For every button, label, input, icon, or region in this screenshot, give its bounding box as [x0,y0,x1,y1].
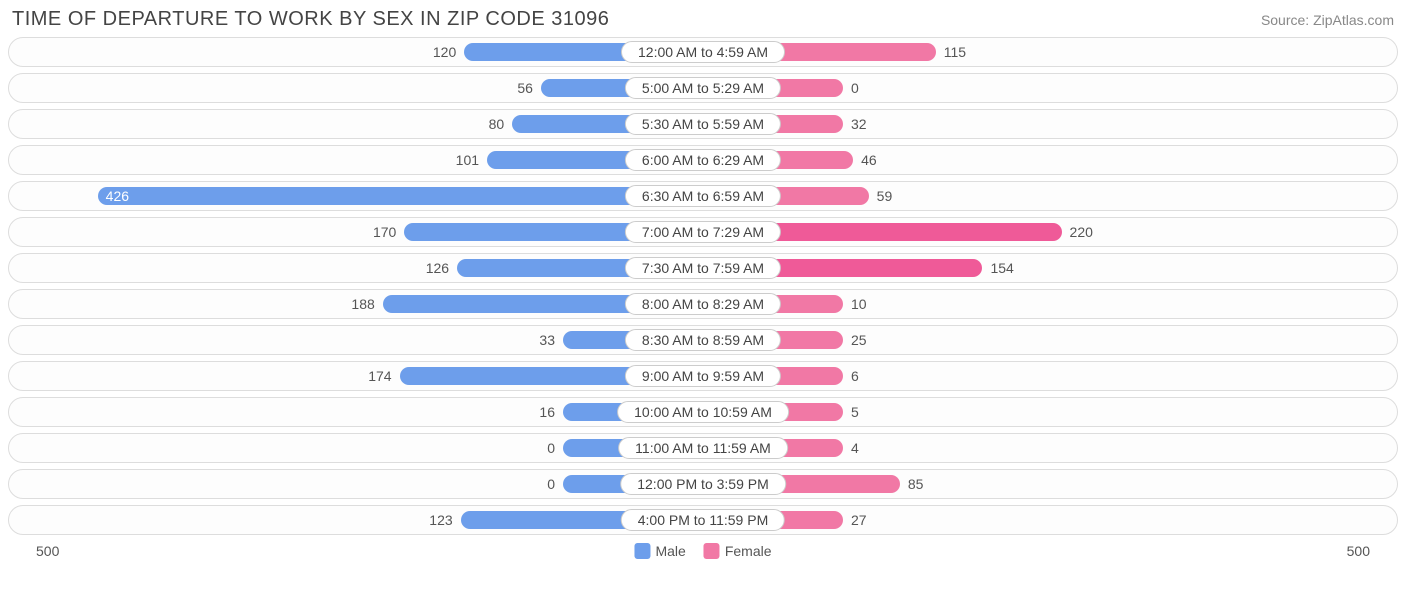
male-value: 33 [539,332,555,348]
category-label: 12:00 AM to 4:59 AM [621,41,785,63]
axis-max-left: 500 [36,543,59,559]
female-value: 115 [944,44,966,60]
male-value: 16 [539,404,555,420]
female-value: 154 [990,260,1013,276]
chart-row: 426 59 6:30 AM to 6:59 AM [8,181,1398,211]
male-value: 123 [429,512,452,528]
chart-row: 16 5 10:00 AM to 10:59 AM [8,397,1398,427]
female-value: 59 [877,188,893,204]
category-label: 7:30 AM to 7:59 AM [625,257,781,279]
category-label: 5:00 AM to 5:29 AM [625,77,781,99]
chart-source: Source: ZipAtlas.com [1261,12,1394,28]
chart-row: 123 27 4:00 PM to 11:59 PM [8,505,1398,535]
female-value: 6 [851,368,859,384]
female-value: 85 [908,476,924,492]
chart-row: 33 25 8:30 AM to 8:59 AM [8,325,1398,355]
female-value: 27 [851,512,867,528]
male-value: 170 [373,224,396,240]
category-label: 9:00 AM to 9:59 AM [625,365,781,387]
female-value: 46 [861,152,877,168]
male-value: 174 [368,368,391,384]
chart-row: 80 32 5:30 AM to 5:59 AM [8,109,1398,139]
male-value: 56 [517,80,533,96]
female-value: 32 [851,116,867,132]
female-value: 10 [851,296,867,312]
chart-row: 56 0 5:00 AM to 5:29 AM [8,73,1398,103]
legend: Male Female [634,543,771,559]
category-label: 11:00 AM to 11:59 AM [618,437,788,459]
legend-female: Female [704,543,772,559]
category-label: 8:00 AM to 8:29 AM [625,293,781,315]
chart-row: 126 154 7:30 AM to 7:59 AM [8,253,1398,283]
category-label: 6:00 AM to 6:29 AM [625,149,781,171]
chart-row: 101 46 6:00 AM to 6:29 AM [8,145,1398,175]
female-swatch-icon [704,543,720,559]
category-label: 5:30 AM to 5:59 AM [625,113,781,135]
female-value: 5 [851,404,859,420]
male-value: 126 [426,260,449,276]
chart-row: 188 10 8:00 AM to 8:29 AM [8,289,1398,319]
chart-header: TIME OF DEPARTURE TO WORK BY SEX IN ZIP … [8,8,1398,37]
chart-title: TIME OF DEPARTURE TO WORK BY SEX IN ZIP … [12,8,609,31]
chart-row: 120 115 12:00 AM to 4:59 AM [8,37,1398,67]
chart-row: 174 6 9:00 AM to 9:59 AM [8,361,1398,391]
chart-row: 0 85 12:00 PM to 3:59 PM [8,469,1398,499]
male-value: 120 [433,44,456,60]
male-value: 0 [547,440,555,456]
category-label: 8:30 AM to 8:59 AM [625,329,781,351]
category-label: 7:00 AM to 7:29 AM [625,221,781,243]
male-bar: 426 [98,187,703,205]
female-value: 220 [1070,224,1093,240]
diverging-bar-chart: 12011512:00 AM to 4:59 AM5605:00 AM to 5… [8,37,1398,535]
male-value: 426 [106,188,129,204]
chart-row: 0 4 11:00 AM to 11:59 AM [8,433,1398,463]
category-label: 10:00 AM to 10:59 AM [617,401,789,423]
category-label: 12:00 PM to 3:59 PM [620,473,786,495]
female-value: 4 [851,440,859,456]
chart-row: 170 220 7:00 AM to 7:29 AM [8,217,1398,247]
chart-footer: 500 Male Female 500 [8,541,1398,563]
male-value: 101 [456,152,479,168]
category-label: 6:30 AM to 6:59 AM [625,185,781,207]
male-value: 0 [547,476,555,492]
female-value: 0 [851,80,859,96]
male-value: 80 [489,116,505,132]
female-value: 25 [851,332,867,348]
axis-max-right: 500 [1347,543,1370,559]
legend-male: Male [634,543,685,559]
category-label: 4:00 PM to 11:59 PM [621,509,785,531]
male-swatch-icon [634,543,650,559]
male-value: 188 [351,296,374,312]
